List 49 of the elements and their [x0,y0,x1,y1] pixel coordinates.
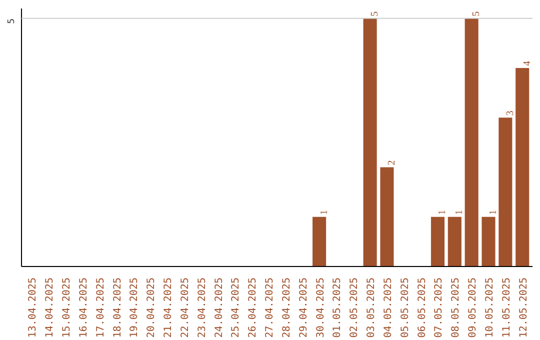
x-tick-label: 25.04.2025 [230,277,242,338]
bar [498,118,512,266]
x-tick-label: 09.05.2025 [468,277,479,338]
x-tick-label: 18.04.2025 [112,277,124,338]
x-tick-label: 07.05.2025 [434,277,445,338]
bar [482,216,496,266]
bar [363,18,377,266]
x-tick-label: 23.04.2025 [196,277,208,338]
x-tick-label: 02.05.2025 [349,277,360,338]
data-label: 4 [522,61,533,66]
bar [448,216,462,266]
x-tick-label: 05.05.2025 [400,277,411,338]
data-label: 1 [437,210,448,215]
x-tick-label: 13.04.2025 [28,277,39,338]
x-tick-label: 15.04.2025 [61,277,72,338]
x-tick-label: 19.04.2025 [129,277,140,338]
bar [430,216,445,266]
x-tick-label: 21.04.2025 [163,277,174,338]
x-tick-label: 06.05.2025 [416,277,428,338]
x-tick-label: 08.05.2025 [450,277,462,338]
x-tick-label: 01.05.2025 [332,277,344,338]
data-label: 5 [471,11,482,16]
x-tick-label: 27.04.2025 [264,277,276,338]
x-tick-label: 10.05.2025 [484,277,496,338]
x-tick-label: 28.04.2025 [281,277,292,338]
bar [516,68,530,266]
x-tick-label: 11.05.2025 [501,277,512,338]
x-tick-label: 22.04.2025 [180,277,191,338]
x-tick-label: 16.04.2025 [78,277,90,338]
x-tick-label: 26.04.2025 [248,277,259,338]
x-tick-label: 04.05.2025 [382,277,394,338]
bar [380,167,394,266]
bar [464,18,478,266]
data-label: 2 [386,160,398,166]
x-tick-label: 03.05.2025 [366,277,378,338]
x-tick-label: 29.04.2025 [298,277,310,338]
x-tick-label: 14.04.2025 [44,277,56,338]
x-tick-label: 12.05.2025 [518,277,530,338]
data-label: 1 [454,210,466,215]
x-tick-label: 24.04.2025 [214,277,225,338]
data-label: 5 [370,11,381,16]
data-label: 1 [318,210,330,215]
x-tick-label: 20.04.2025 [146,277,158,338]
x-tick-label: 30.04.2025 [315,277,326,338]
x-tick-label: 17.04.2025 [95,277,106,338]
data-label: 3 [504,110,516,116]
data-label: 1 [488,210,500,215]
ref-line-label: 5 [7,18,17,24]
bar [312,216,326,266]
